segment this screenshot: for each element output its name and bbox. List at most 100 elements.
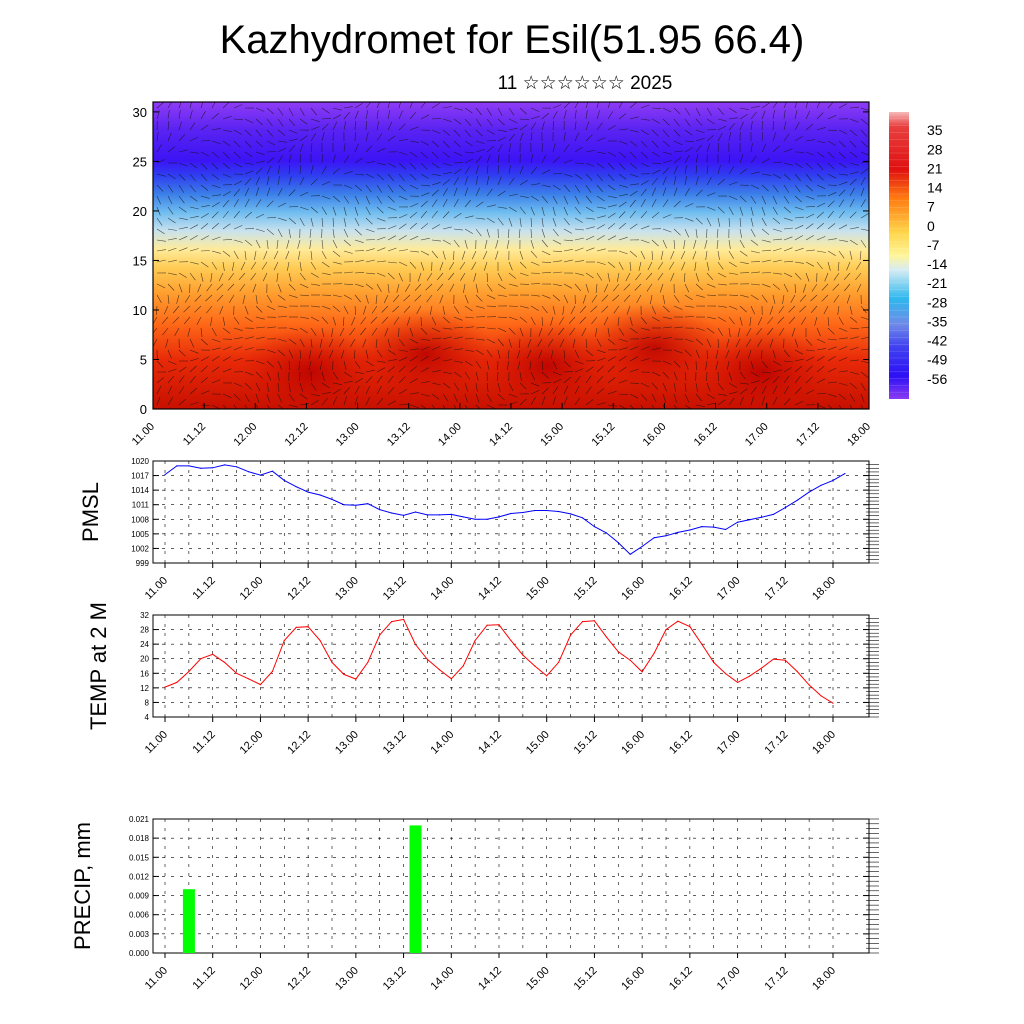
- wind-barb: [244, 129, 252, 137]
- wind-barb: [827, 115, 837, 120]
- wind-barb: [156, 283, 166, 289]
- wind-barb: [772, 360, 782, 366]
- wind-barb: [398, 184, 406, 192]
- wind-barb: [607, 212, 616, 219]
- wind-barb: [459, 261, 466, 270]
- wind-barb: [585, 235, 595, 241]
- wind-barb: [288, 294, 298, 298]
- wind-barb: [568, 316, 576, 324]
- data-point: [474, 639, 476, 642]
- wind-barb: [838, 357, 848, 362]
- wind-barb: [728, 217, 731, 228]
- data-point: [689, 529, 691, 531]
- wind-barb: [288, 118, 296, 126]
- wind-barb: [640, 346, 650, 351]
- wind-barb: [200, 272, 204, 282]
- wind-barb: [321, 316, 329, 324]
- wind-barb: [497, 283, 506, 290]
- wind-barb: [354, 228, 362, 236]
- wind-barb: [673, 360, 681, 368]
- wind-barb: [365, 259, 375, 263]
- wind-barb: [475, 338, 485, 341]
- wind-barb: [849, 359, 859, 362]
- wind-barb: [486, 107, 492, 116]
- wind-barb: [673, 393, 677, 403]
- wind-barb: [805, 261, 815, 267]
- x-tick-label: 13.00: [334, 421, 362, 449]
- wind-barb: [183, 305, 191, 313]
- wind-barb: [285, 250, 290, 260]
- wind-barb: [794, 375, 801, 384]
- wind-barb: [849, 187, 855, 197]
- wind-barb: [167, 228, 177, 231]
- wind-barb: [299, 153, 301, 164]
- wind-barb: [321, 382, 330, 389]
- wind-barb: [530, 217, 532, 228]
- wind-barb: [728, 107, 737, 114]
- data-point: [784, 507, 786, 509]
- data-point: [510, 639, 512, 642]
- wind-barb: [695, 118, 703, 126]
- wind-barb: [266, 228, 275, 236]
- wind-barb: [263, 250, 268, 260]
- wind-barb: [552, 173, 563, 175]
- wind-barb: [860, 213, 869, 219]
- wind-barb: [519, 250, 524, 260]
- wind-barb: [816, 202, 826, 208]
- wind-barb: [552, 260, 562, 263]
- wind-barb: [277, 107, 284, 116]
- wind-barb: [519, 124, 528, 131]
- wind-barb: [266, 107, 274, 115]
- wind-barb: [716, 228, 719, 238]
- wind-barb: [299, 206, 309, 211]
- wind-barb: [739, 168, 748, 175]
- wind-barb: [530, 154, 533, 164]
- x-tick-label: 13.00: [333, 729, 361, 757]
- wind-barb: [596, 402, 606, 406]
- wind-barb: [409, 378, 418, 384]
- wind-barb: [640, 199, 646, 208]
- x-tick-label: 11.12: [190, 575, 217, 602]
- wind-barb: [849, 211, 857, 219]
- wind-barb: [603, 283, 609, 293]
- wind-barb: [728, 305, 738, 310]
- wind-barb: [310, 217, 314, 227]
- wind-barb: [196, 316, 202, 326]
- wind-barb: [200, 184, 209, 191]
- wind-barb: [189, 375, 196, 384]
- wind-barb: [442, 151, 451, 158]
- wind-barb: [371, 327, 378, 336]
- data-point: [164, 686, 166, 688]
- wind-barb: [827, 192, 837, 197]
- wind-barb: [464, 316, 474, 319]
- wind-barb: [563, 228, 573, 234]
- wind-barb: [310, 143, 313, 153]
- wind-barb: [794, 247, 804, 252]
- wind-barb: [255, 305, 263, 313]
- wind-barb: [354, 206, 359, 216]
- wind-barb: [497, 217, 504, 226]
- wind-barb: [156, 110, 160, 120]
- wind-barb: [420, 261, 425, 271]
- wind-barb: [321, 397, 328, 406]
- wind-barb: [398, 173, 405, 182]
- wind-barb: [541, 142, 543, 153]
- data-point: [200, 658, 202, 660]
- wind-barb: [442, 305, 445, 315]
- wind-barb: [552, 250, 563, 252]
- wind-barb: [453, 404, 457, 409]
- y-tick-label: 15: [133, 253, 147, 268]
- wind-barb: [409, 173, 417, 181]
- wind-barb: [360, 316, 367, 325]
- wind-barb: [618, 236, 628, 241]
- wind-barb: [695, 228, 698, 238]
- wind-barb: [849, 162, 859, 166]
- wind-barb: [376, 110, 379, 120]
- wind-barb: [860, 316, 869, 321]
- wind-barb: [277, 140, 287, 143]
- wind-barb: [705, 250, 708, 260]
- wind-barb: [816, 404, 826, 409]
- wind-barb: [321, 272, 331, 276]
- wind-barb: [387, 247, 397, 252]
- wind-barb: [244, 371, 254, 376]
